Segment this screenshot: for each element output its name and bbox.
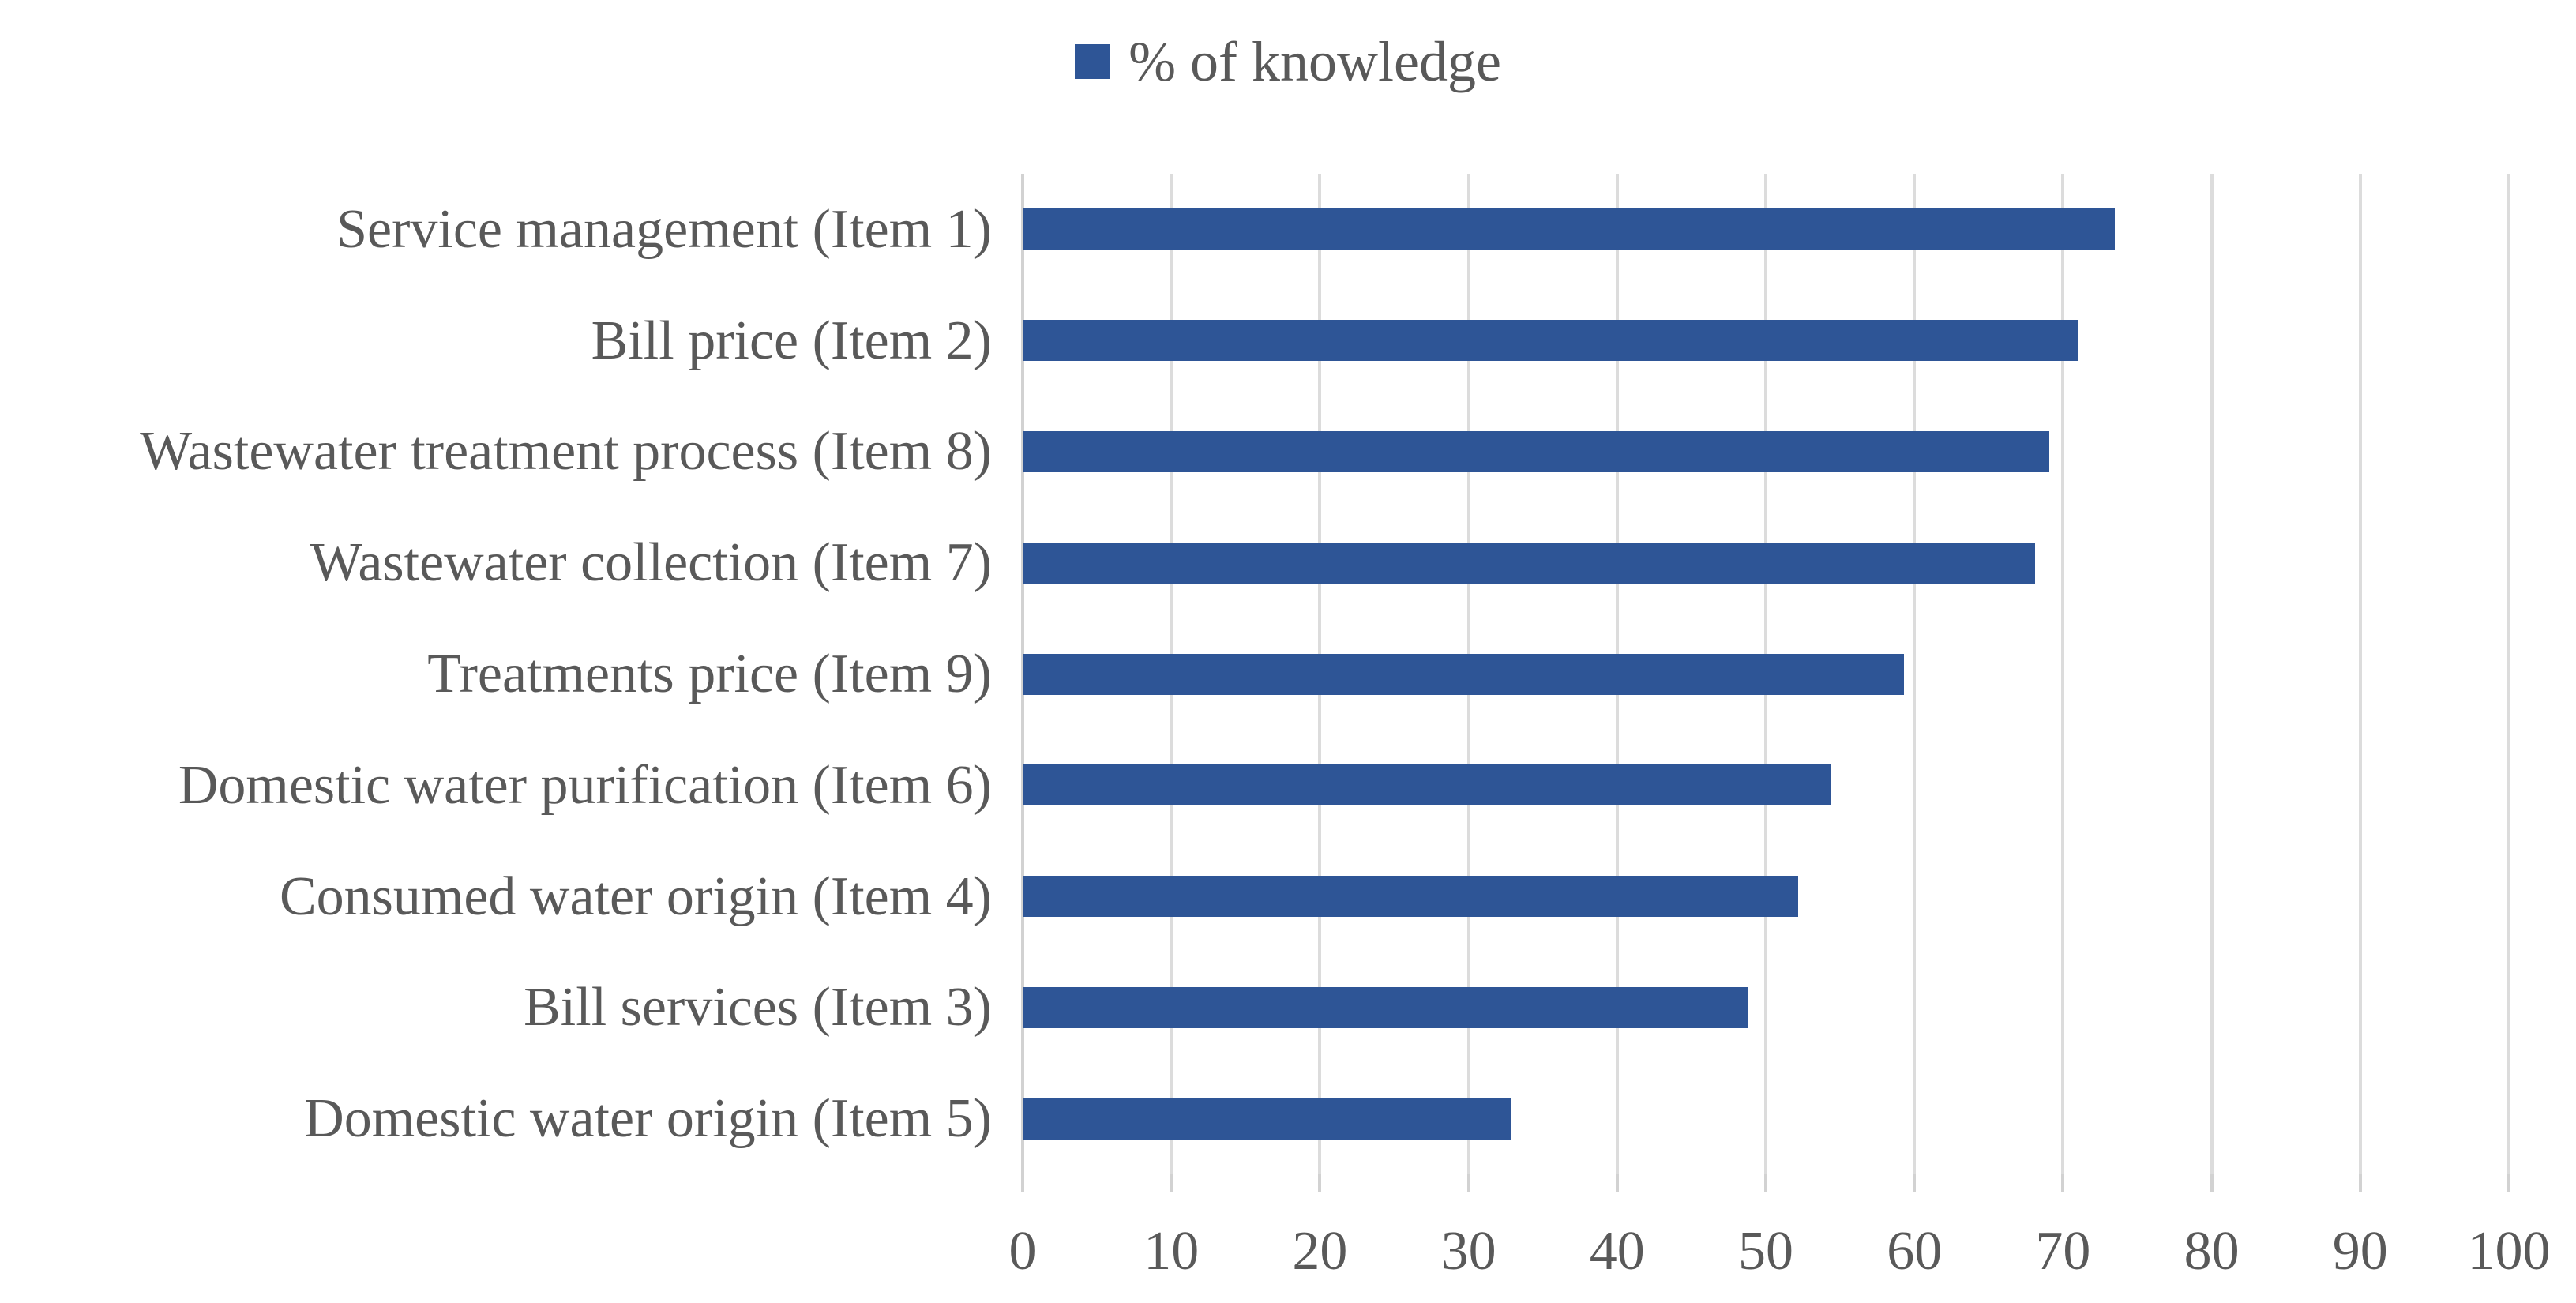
bar[interactable] [1023, 653, 1905, 695]
bar[interactable] [1023, 542, 2035, 584]
x-tick-mark [1913, 1174, 1917, 1192]
x-tick-mark [2061, 1174, 2065, 1192]
x-tick-label: 50 [1738, 1221, 1793, 1282]
category-label: Domestic water purification (Item 6) [178, 754, 992, 816]
category-label: Wastewater collection (Item 7) [310, 532, 992, 594]
category-label: Bill price (Item 2) [591, 310, 992, 371]
bar[interactable] [1023, 430, 2050, 472]
gridline [1913, 174, 1917, 1174]
category-label: Treatments price (Item 9) [427, 643, 992, 704]
x-tick-label: 10 [1143, 1221, 1200, 1282]
x-tick-mark [2358, 1174, 2362, 1192]
bar[interactable] [1023, 986, 1748, 1028]
x-tick-mark [1466, 1174, 1470, 1192]
bar[interactable] [1023, 764, 1831, 806]
x-tick-mark [1021, 1174, 1024, 1192]
x-tick-mark [1764, 1174, 1767, 1192]
x-tick-label: 20 [1292, 1221, 1348, 1282]
x-tick-label: 80 [2184, 1221, 2240, 1282]
plot-area: 0 10 20 30 40 50 60 70 80 90 100 [1009, 174, 2551, 1279]
x-tick-label: 60 [1887, 1221, 1943, 1282]
bar[interactable] [1023, 1098, 1512, 1140]
x-tick-label: 30 [1440, 1221, 1496, 1282]
x-tick-mark [2507, 1174, 2510, 1192]
x-tick-label: 0 [1008, 1221, 1037, 1282]
x-tick-label: 100 [2467, 1221, 2551, 1282]
legend-color-swatch-icon [1075, 44, 1110, 79]
legend-label: % of knowledge [1128, 30, 1501, 93]
category-label: Consumed water origin (Item 4) [279, 866, 992, 927]
x-tick-mark [2210, 1174, 2214, 1192]
category-label: Wastewater treatment process (Item 8) [140, 421, 992, 483]
x-axis: 0 10 20 30 40 50 60 70 80 90 100 [1009, 174, 2551, 1279]
category-label: Domestic water origin (Item 5) [304, 1088, 992, 1150]
bar[interactable] [1023, 208, 2116, 250]
x-tick-mark [1615, 1174, 1619, 1192]
x-tick-label: 40 [1589, 1221, 1645, 1282]
x-tick-label: 70 [2035, 1221, 2091, 1282]
y-axis-labels: Service management (Item 1) Bill price (I… [0, 174, 992, 1174]
category-label: Bill services (Item 3) [524, 977, 992, 1038]
gridline [2210, 174, 2214, 1174]
bar[interactable] [1023, 320, 2078, 362]
legend[interactable]: % of knowledge [0, 33, 2576, 90]
bar[interactable] [1023, 876, 1799, 918]
x-tick-label: 90 [2332, 1221, 2388, 1282]
bar-rows [1023, 174, 2509, 1174]
x-tick-mark [1318, 1174, 1322, 1192]
x-tick-mark [1170, 1174, 1173, 1192]
gridline [2358, 174, 2362, 1174]
gridline [2061, 174, 2065, 1174]
gridline [2507, 174, 2510, 1174]
category-label: Service management (Item 1) [336, 198, 992, 260]
